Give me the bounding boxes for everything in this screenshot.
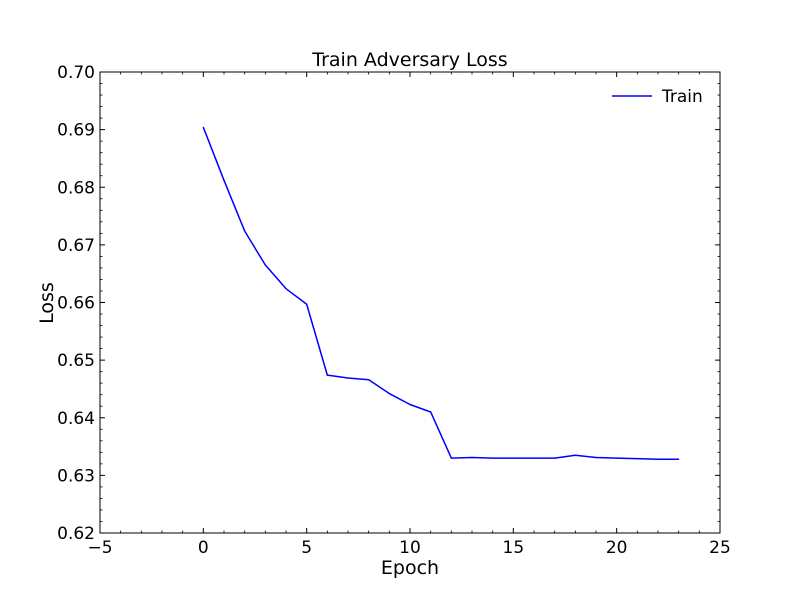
data-point xyxy=(450,457,452,459)
series-layer xyxy=(202,126,680,460)
y-tick-label: 0.62 xyxy=(57,524,95,544)
y-tick-label: 0.67 xyxy=(57,236,95,256)
data-point xyxy=(347,377,349,379)
y-tick-label: 0.68 xyxy=(57,178,95,198)
data-point xyxy=(492,457,494,459)
data-point xyxy=(616,457,618,459)
y-tick-label: 0.65 xyxy=(57,351,95,371)
data-point xyxy=(409,403,411,406)
y-tick-label: 0.63 xyxy=(57,466,95,486)
data-point xyxy=(636,458,638,460)
axis-tick-labels: −5 0 5 10 15 20 25 0.62 0.63 0.64 0.65 0.66 0.67 0.68… xyxy=(57,63,731,558)
x-tick-label: 15 xyxy=(503,538,525,558)
y-tick-label: 0.64 xyxy=(57,409,95,429)
data-point xyxy=(595,456,597,459)
data-point xyxy=(264,264,266,266)
x-tick-label: 5 xyxy=(301,538,312,558)
data-point xyxy=(368,379,370,381)
data-point xyxy=(554,457,556,459)
data-point xyxy=(678,458,680,460)
data-point xyxy=(657,458,659,460)
legend: Train xyxy=(612,87,703,107)
data-point xyxy=(326,374,328,376)
data-point xyxy=(202,126,204,128)
x-tick-label: 0 xyxy=(198,538,209,558)
data-point xyxy=(430,411,432,413)
data-point xyxy=(223,179,225,181)
plot-frame xyxy=(99,71,721,534)
x-tick-label: 10 xyxy=(399,538,421,558)
data-point xyxy=(244,230,246,232)
x-axis-title: Epoch xyxy=(381,557,439,579)
x-tick-label: 25 xyxy=(709,538,731,558)
x-tick-label: 20 xyxy=(606,538,628,558)
data-point xyxy=(306,303,308,305)
data-point xyxy=(285,288,287,290)
data-point xyxy=(574,454,576,456)
chart-title: Train Adversary Loss xyxy=(311,49,507,71)
legend-label-train: Train xyxy=(661,87,703,107)
y-tick-label: 0.69 xyxy=(57,121,95,141)
y-tick-label: 0.70 xyxy=(57,63,95,83)
x-tick-label: −5 xyxy=(87,538,112,558)
series-line-train xyxy=(202,127,679,460)
data-point xyxy=(512,457,514,459)
data-point xyxy=(471,456,473,459)
data-point xyxy=(533,457,535,459)
axis-ticks xyxy=(99,71,721,534)
y-tick-label: 0.66 xyxy=(57,294,95,314)
y-axis-title: Loss xyxy=(36,282,58,324)
data-point xyxy=(388,392,390,395)
